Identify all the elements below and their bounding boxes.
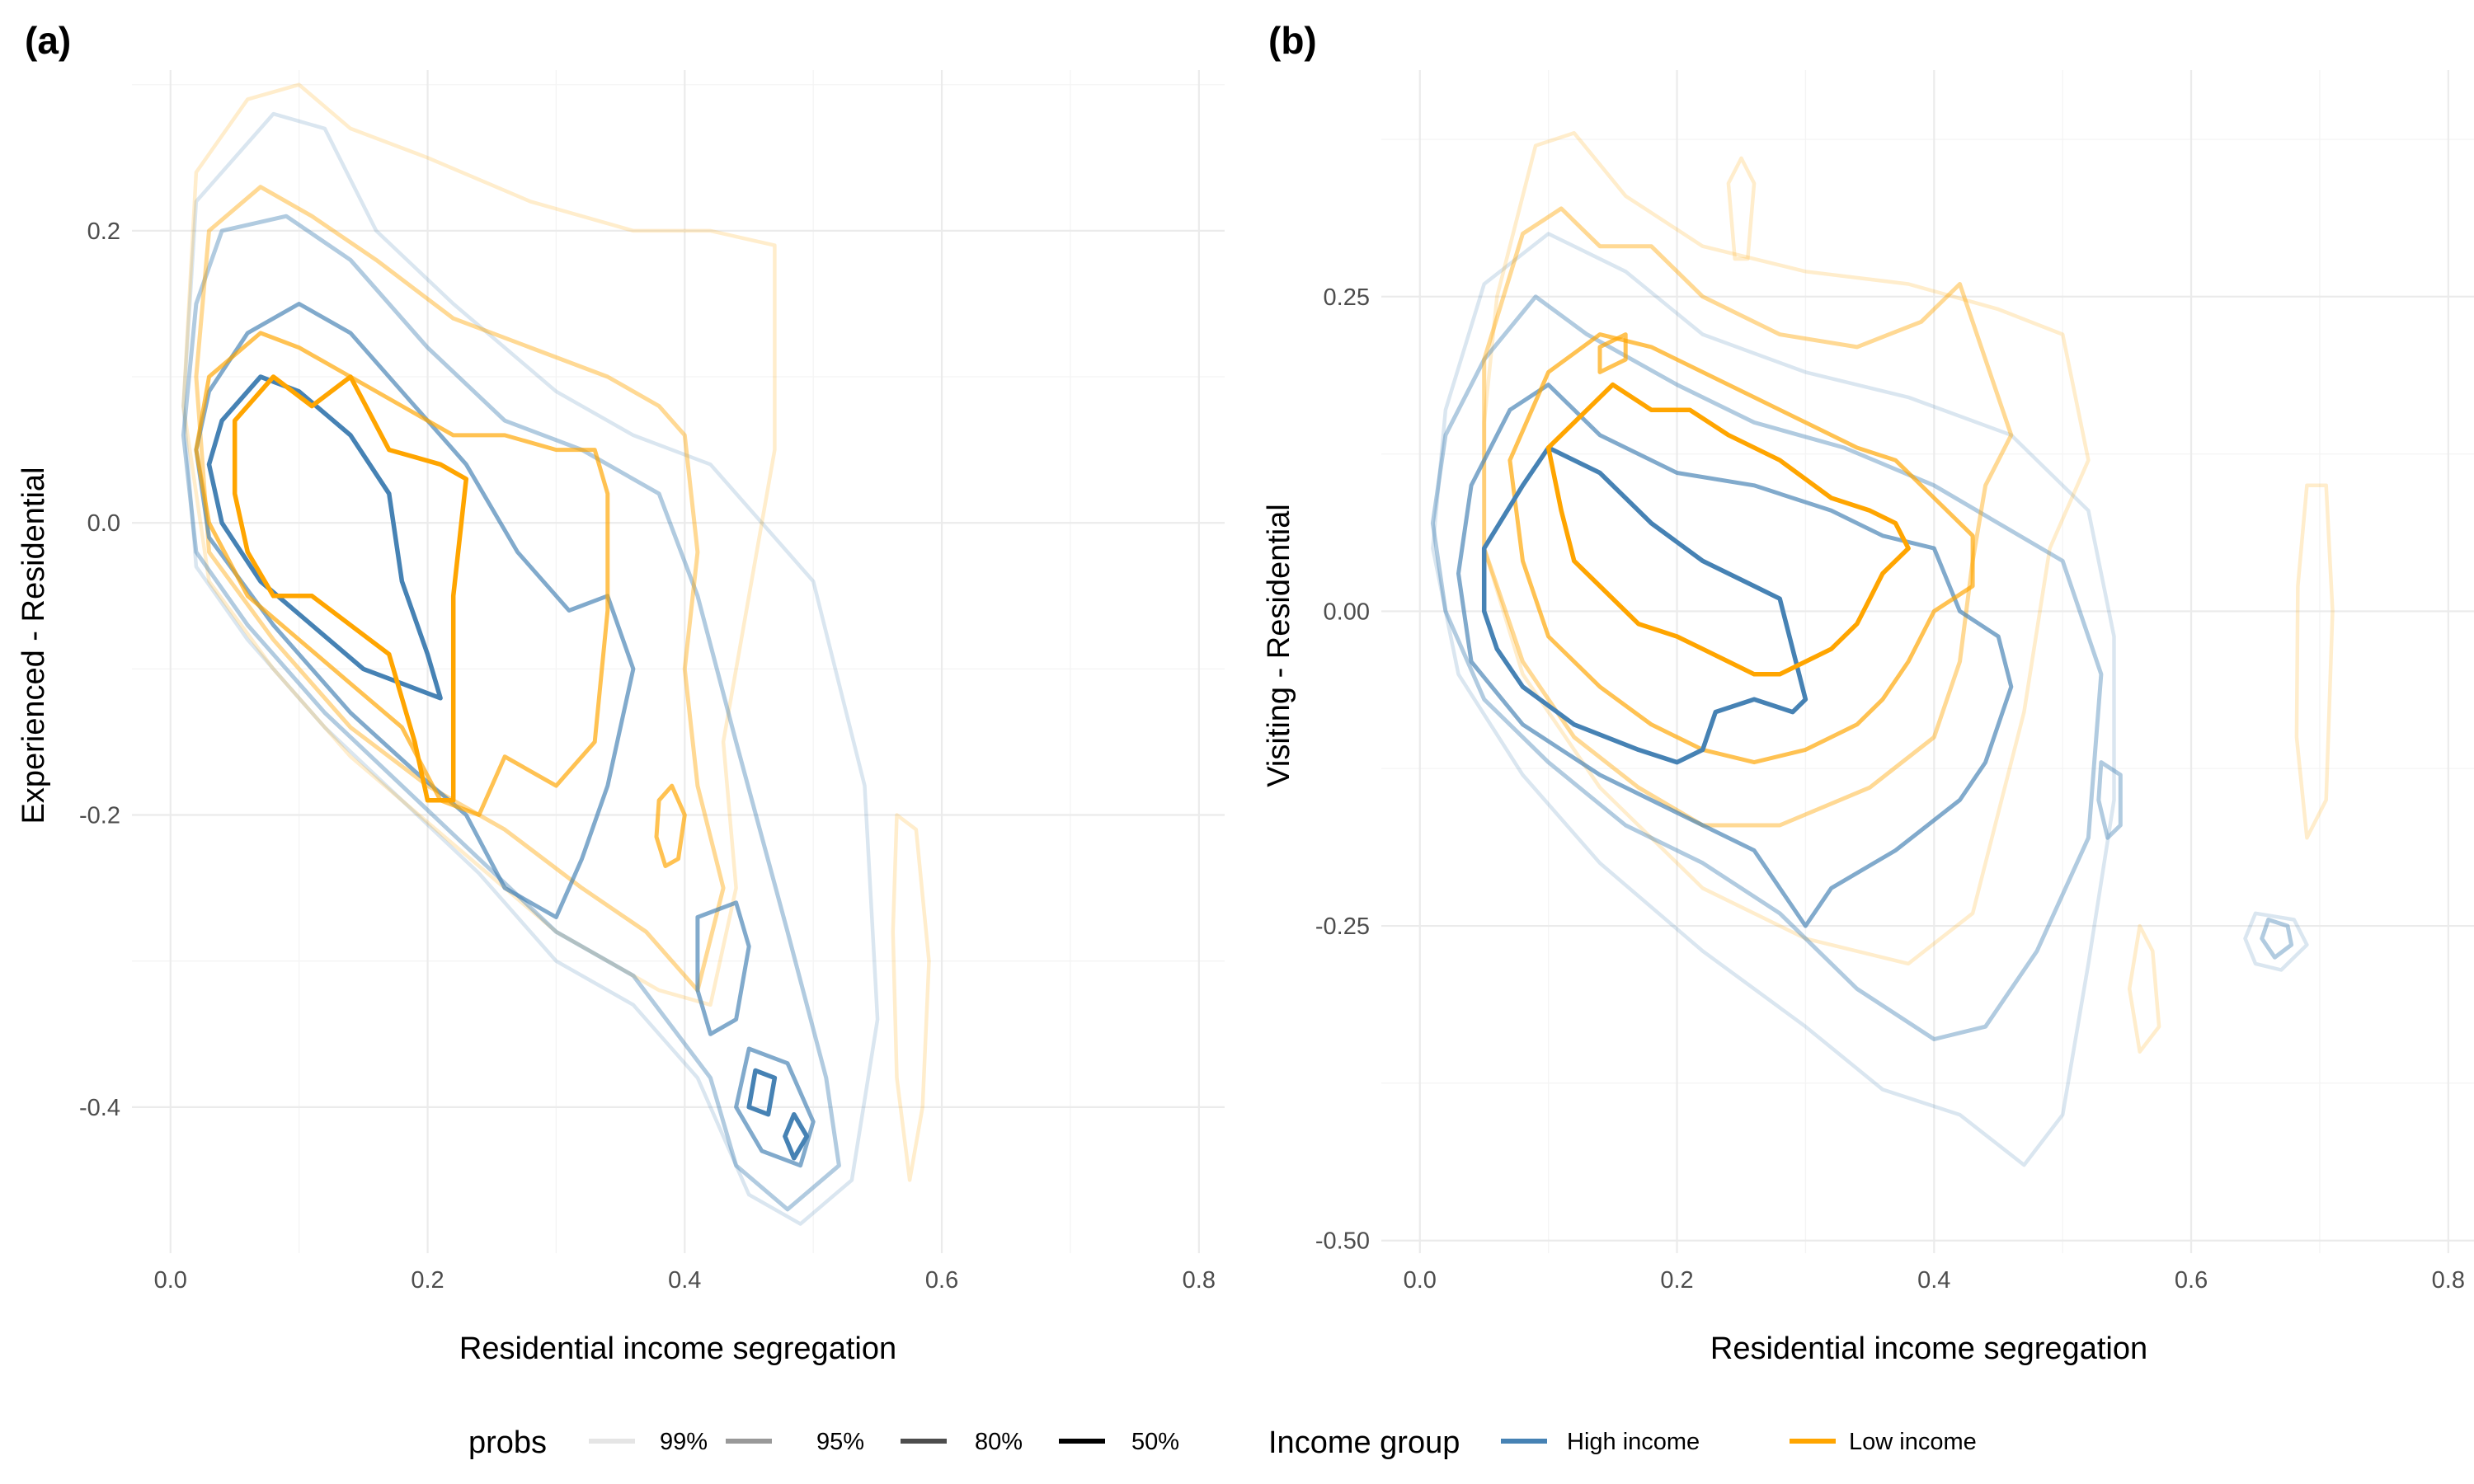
legend-label-50: 50% [1131,1429,1179,1455]
low-income-contour-99 [2127,923,2161,1054]
x-tick-label: 0.6 [925,1267,958,1294]
high-income-contour-95 [1430,294,2104,1041]
x-tick-label: 0.0 [1404,1267,1437,1294]
high-income-contour-50 [783,1111,810,1161]
y-tick-label: -0.50 [1315,1228,1370,1255]
high-income-contour-80 [734,1046,816,1168]
y-tick-label: 0.0 [87,510,120,537]
legend-label-low-income: Low income [1849,1429,1977,1455]
x-tick-label: 0.0 [154,1267,187,1294]
panel-b-x-tick-labels: 0.0 0.2 0.4 0.6 0.8 [1404,1267,2465,1294]
panel-a-y-tick-labels: -0.4 -0.2 0.0 0.2 [79,218,120,1121]
panel-a-gridlines [132,70,1225,1253]
high-income-contour-99 [2243,911,2309,972]
low-income-contour-95 [1482,206,2014,828]
legend-probs-title: probs [468,1425,547,1460]
high-income-contour-95 [2260,918,2294,960]
panel-b-y-axis-title: Visiting - Residential [1262,504,1296,787]
panel-b-contours [1430,131,2335,1167]
high-income-contour-99 [1431,232,2116,1167]
low-income-contour-99 [1482,131,2091,966]
legend-group-title: Income group [1268,1425,1460,1460]
legend-label-high-income: High income [1567,1429,1700,1455]
x-tick-label: 0.2 [411,1267,444,1294]
panel-b-y-tick-labels: -0.50 -0.25 0.00 0.25 [1315,284,1370,1255]
high-income-contour-80 [1456,383,2014,928]
high-income-contour-50 [1481,445,1808,765]
high-income-contour-99 [181,111,880,1226]
panel-a-tag: (a) [25,19,71,62]
low-income-contour-80 [194,331,610,817]
panel-b-x-axis-title: Residential income segregation [1710,1331,2147,1366]
high-income-contour-80 [695,900,751,1036]
x-tick-label: 0.6 [2175,1267,2208,1294]
high-income-contour-95 [181,214,841,1212]
x-tick-label: 0.2 [1660,1267,1693,1294]
high-income-contour-50 [746,1068,778,1117]
high-income-contour-50 [206,374,443,701]
low-income-contour-80 [654,783,687,868]
low-income-contour-80 [1597,332,1628,374]
panel-a-x-axis-title: Residential income segregation [459,1331,896,1366]
panel-b: 0.0 0.2 0.4 0.6 0.8 -0.50 -0.25 0.00 0.25 (b) R… [1262,19,2474,1366]
panel-a-contours [181,82,931,1226]
low-income-contour-50 [1545,382,1911,677]
y-tick-label: 0.25 [1324,284,1370,311]
y-tick-label: 0.00 [1324,599,1370,625]
x-tick-label: 0.4 [1917,1267,1950,1294]
low-income-contour-95 [194,185,726,993]
panel-b-gridlines [1381,70,2474,1253]
y-tick-label: -0.25 [1315,913,1370,940]
low-income-contour-80 [1507,332,1975,765]
x-tick-label: 0.4 [668,1267,701,1294]
panel-a-y-axis-title: Experienced - Residential [16,467,51,824]
panel-a: 0.0 0.2 0.4 0.6 0.8 -0.4 -0.2 0.0 0.2 (a) Resid… [16,19,1225,1366]
legend-label-99: 99% [660,1429,708,1455]
y-tick-label: 0.2 [87,218,120,245]
y-tick-label: -0.4 [79,1095,120,1121]
legend-label-80: 80% [975,1429,1023,1455]
low-income-contour-99 [1726,156,1757,261]
low-income-contour-99 [181,82,777,1007]
y-tick-label: -0.2 [79,803,120,829]
high-income-contour-80 [194,302,636,919]
panel-a-x-tick-labels: 0.0 0.2 0.4 0.6 0.8 [154,1267,1216,1294]
legend: probs 99% 95% 80% 50% Income group High … [468,1425,1977,1460]
low-income-contour-99 [891,813,931,1182]
high-income-contour-95 [2096,760,2123,840]
x-tick-label: 0.8 [2432,1267,2465,1294]
panel-b-tag: (b) [1268,19,1317,62]
low-income-contour-99 [2294,483,2335,840]
x-tick-label: 0.8 [1183,1267,1216,1294]
low-income-contour-50 [232,374,469,803]
legend-label-95: 95% [816,1429,864,1455]
